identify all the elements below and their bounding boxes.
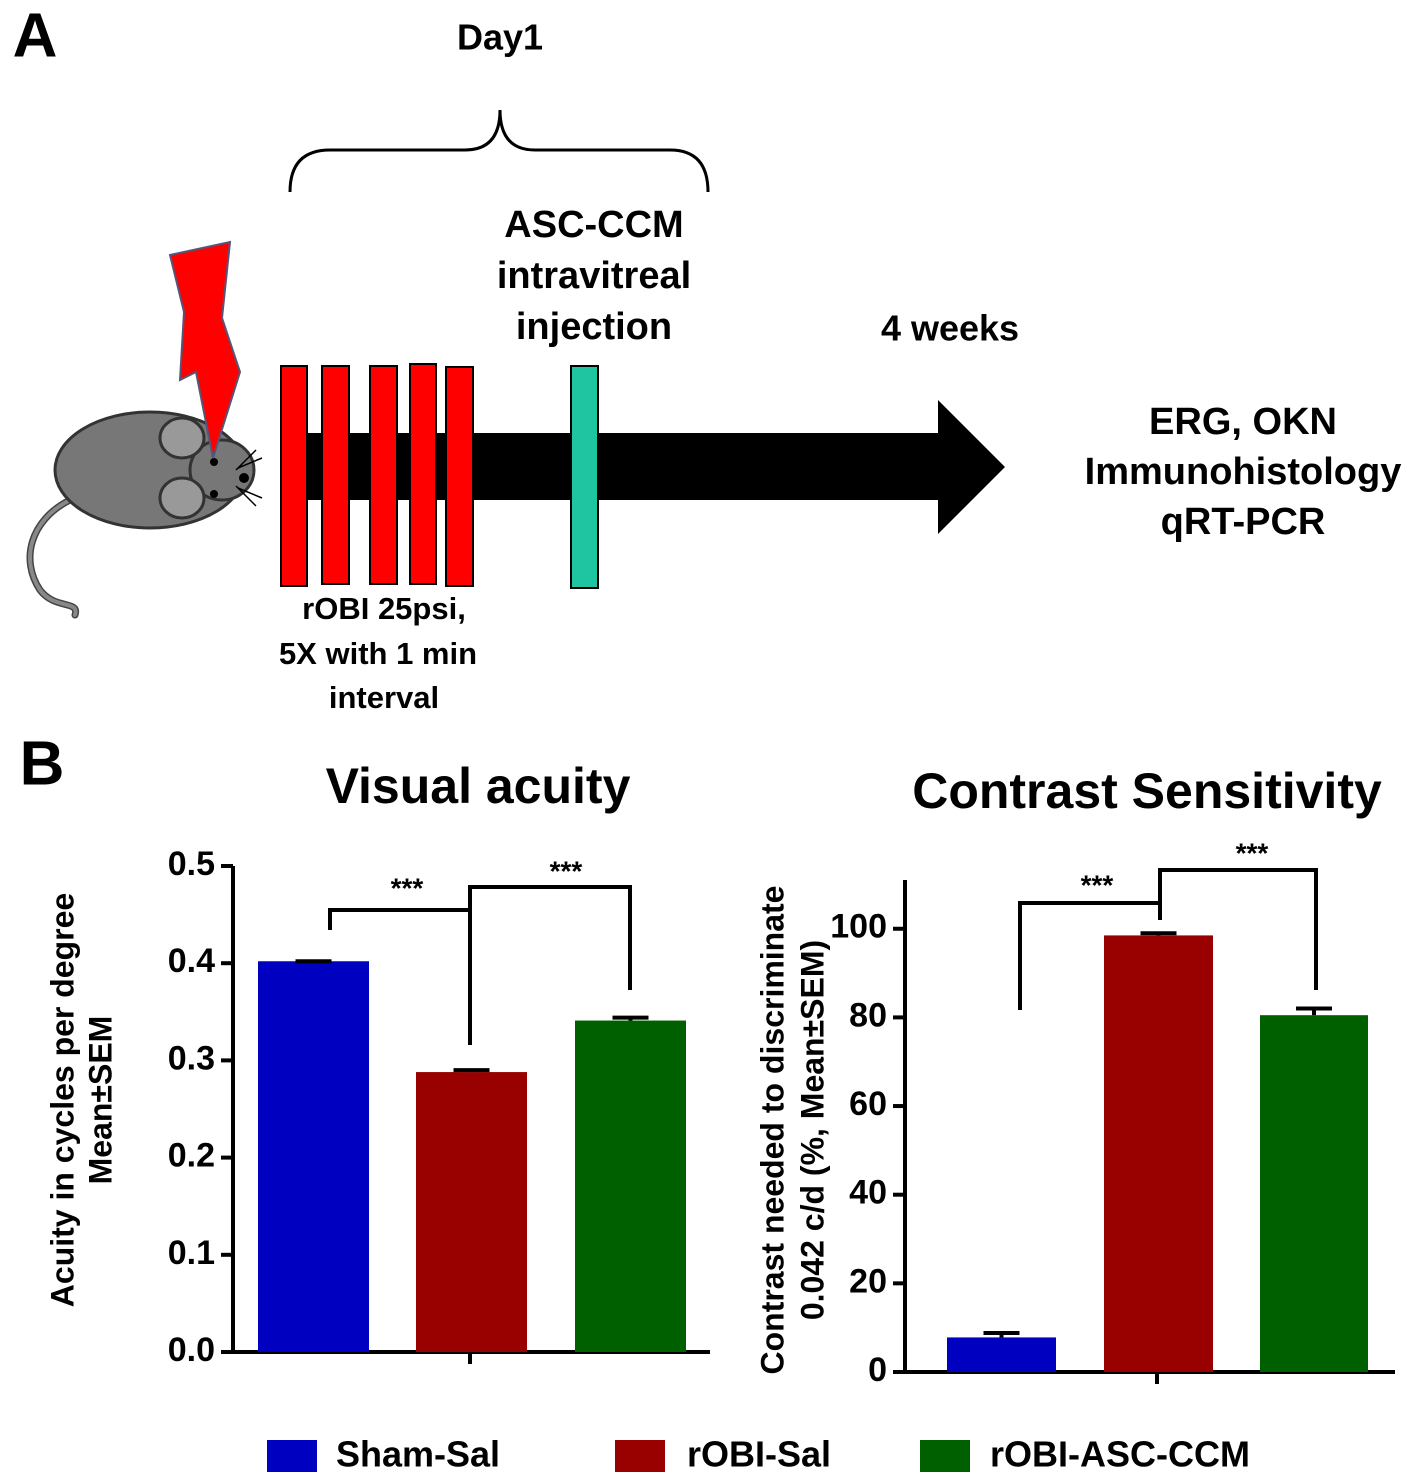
chart-title: Visual acuity [326,758,631,814]
pulse [369,365,398,585]
pulse [280,365,308,587]
timeline [300,433,942,500]
outcome-label: qRT-PCR [1161,501,1326,543]
y-axis-label: 0.042 c/d (%, Mean±SEM) [794,940,830,1320]
y-tick-label: 20 [849,1262,887,1300]
injection-marker [570,365,599,589]
panel-label: B [20,729,65,798]
significance-label: *** [391,872,424,903]
outcome-label: ERG, OKN [1149,401,1337,443]
y-tick-label: 0.2 [168,1137,215,1175]
pulse [409,363,437,585]
injury-label: interval [329,680,439,715]
y-tick-label: 0.1 [168,1234,215,1272]
y-tick-label: 0.3 [168,1039,215,1077]
legend-label: rOBI-ASC-CCM [990,1434,1250,1475]
significance-bracket [1018,901,1162,1010]
chart-title: Contrast Sensitivity [912,763,1382,819]
error-bar [983,1330,1020,1338]
significance-bracket [468,885,632,990]
significance-bracket [328,908,472,1045]
legend-swatch [615,1440,665,1472]
significance-label: *** [1081,869,1114,900]
injury-bolt [168,240,242,459]
treatment-label: injection [516,306,672,348]
injury-label: 5X with 1 min [279,636,477,671]
period-label: Day1 [457,17,543,58]
y-tick-label: 60 [849,1085,887,1123]
y-axis-label: Contrast needed to discriminate [754,886,790,1375]
y-axis-label: Acuity in cycles per degree [44,893,80,1307]
pulse [445,366,474,587]
y-tick-label: 0 [868,1351,887,1389]
injury-pulses [280,363,474,587]
bar [416,1072,527,1352]
y-axis-label: Mean±SEM [82,1016,118,1185]
injury-label: rOBI 25psi, [302,591,466,626]
y-tick-label: 0.5 [168,845,215,883]
significance-label: *** [1236,837,1269,868]
significance-bracket [1158,868,1318,990]
error-bar [1296,1006,1332,1016]
outcome-label: Immunohistology [1085,451,1402,493]
error-bar [1140,931,1177,936]
legend-label: rOBI-Sal [687,1434,831,1475]
bar [1260,1015,1368,1372]
y-tick-label: 0.4 [168,942,215,980]
legend-swatch [267,1440,317,1472]
y-tick-label: 40 [849,1174,887,1212]
bar [1104,935,1213,1372]
duration-label: 4 weeks [881,308,1019,349]
legend-label: Sham-Sal [336,1434,500,1475]
legend: Sham-Sal rOBI-Sal rOBI-ASC-CCM [267,1434,1250,1475]
brace [288,109,710,193]
y-tick-label: 100 [830,908,887,946]
y-tick-label: 80 [849,996,887,1034]
y-tick-label: 0.0 [168,1331,215,1369]
bar [947,1337,1056,1372]
error-bar [453,1068,490,1073]
significance-label: *** [550,855,583,886]
treatment-label: intravitreal [497,255,691,297]
error-bar [612,1015,649,1021]
bar [575,1020,686,1352]
arrow-head [938,400,1005,534]
legend-swatch [920,1440,970,1472]
pulse [321,365,350,585]
mouse [26,410,263,619]
panel-label: A [13,1,58,70]
bar [258,961,369,1352]
treatment-label: ASC-CCM [504,204,683,246]
